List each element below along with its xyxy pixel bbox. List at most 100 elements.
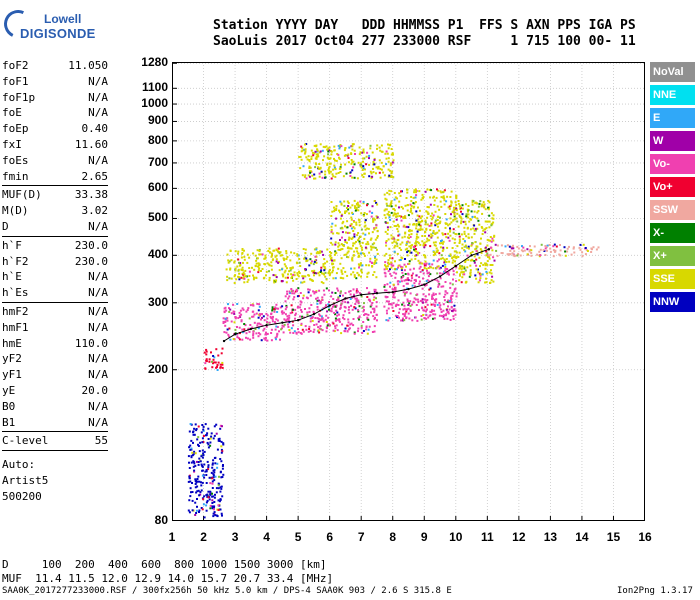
echo-point — [270, 261, 273, 264]
echo-point — [202, 425, 205, 428]
echo-point — [464, 223, 467, 226]
echo-point — [400, 276, 403, 278]
echo-point — [386, 232, 389, 235]
echo-point — [343, 305, 346, 308]
echo-point — [443, 317, 446, 320]
echo-point — [467, 245, 470, 248]
echo-point — [211, 480, 214, 483]
echo-point — [389, 226, 392, 229]
echo-point — [217, 354, 220, 357]
echo-point — [365, 213, 368, 216]
echo-point — [288, 295, 291, 298]
echo-point — [336, 287, 339, 290]
echo-point — [225, 268, 228, 271]
echo-point — [456, 212, 459, 215]
echo-point — [373, 318, 376, 321]
echo-point — [491, 217, 494, 220]
echo-point — [513, 250, 516, 253]
echo-point — [366, 151, 369, 154]
echo-point — [388, 144, 391, 147]
echo-point — [369, 238, 372, 241]
echo-point — [358, 242, 361, 245]
echo-point — [548, 244, 551, 246]
echo-point — [397, 234, 400, 237]
echo-point — [350, 216, 353, 219]
param-value: N/A — [88, 368, 108, 382]
echo-point — [304, 151, 307, 154]
echo-point — [194, 501, 197, 504]
echo-point — [229, 267, 232, 270]
echo-point — [313, 274, 315, 277]
echo-point — [292, 273, 295, 276]
y-tick-label: 1100 — [141, 80, 168, 95]
echo-point — [258, 305, 261, 308]
echo-point — [487, 239, 490, 242]
echo-point — [340, 290, 342, 293]
echo-point — [387, 160, 390, 163]
echo-point — [442, 195, 445, 198]
echo-point — [446, 317, 449, 320]
echo-point — [242, 261, 244, 264]
echo-point — [312, 290, 315, 293]
echo-point — [355, 277, 358, 280]
echo-point — [334, 319, 337, 322]
echo-point — [390, 261, 393, 264]
echo-point — [298, 261, 301, 264]
echo-point — [276, 319, 279, 322]
param-name: M(D) — [2, 204, 29, 218]
echo-point — [216, 448, 219, 451]
echo-point — [244, 324, 247, 327]
echo-point — [300, 309, 303, 311]
echo-point — [264, 256, 267, 259]
echo-point — [327, 316, 330, 319]
echo-point — [412, 202, 415, 205]
echo-point — [276, 311, 279, 313]
echo-point — [422, 309, 425, 312]
echo-point — [394, 289, 397, 292]
echo-point — [304, 325, 307, 328]
echo-point — [291, 292, 294, 295]
echo-point — [364, 228, 367, 231]
echo-point — [246, 253, 249, 256]
echo-point — [271, 259, 274, 262]
echo-point — [315, 323, 318, 326]
echo-point — [442, 303, 445, 306]
echo-point — [464, 250, 467, 253]
echo-point — [211, 477, 214, 480]
echo-point — [326, 148, 329, 151]
echo-point — [380, 150, 383, 153]
echo-point — [456, 220, 459, 223]
echo-point — [219, 498, 222, 501]
echo-point — [443, 314, 446, 317]
echo-point — [362, 167, 365, 170]
echo-point — [485, 277, 488, 280]
echo-point — [336, 232, 339, 235]
echo-point — [379, 149, 382, 152]
echo-point — [372, 161, 375, 163]
echo-point — [214, 456, 217, 459]
echo-point — [385, 202, 388, 205]
echo-point — [253, 313, 256, 316]
echo-point — [265, 274, 267, 277]
echo-point — [317, 166, 320, 169]
echo-point — [415, 254, 418, 257]
echo-point — [283, 263, 286, 266]
echo-point — [394, 305, 397, 308]
echo-point — [258, 250, 261, 253]
param-row: M(D) 3.02 — [2, 203, 108, 219]
echo-point — [197, 445, 200, 447]
echo-point — [438, 252, 441, 255]
echo-point — [390, 205, 393, 208]
echo-point — [392, 296, 395, 299]
echo-point — [218, 500, 221, 503]
echo-point — [340, 332, 343, 335]
echo-point — [331, 263, 334, 266]
echo-point — [302, 316, 305, 319]
echo-point — [418, 190, 421, 193]
echo-point — [464, 259, 467, 262]
echo-point — [445, 258, 448, 260]
echo-point — [273, 249, 276, 252]
echo-point — [422, 254, 425, 257]
echo-point — [506, 253, 509, 256]
echo-point — [397, 299, 400, 302]
